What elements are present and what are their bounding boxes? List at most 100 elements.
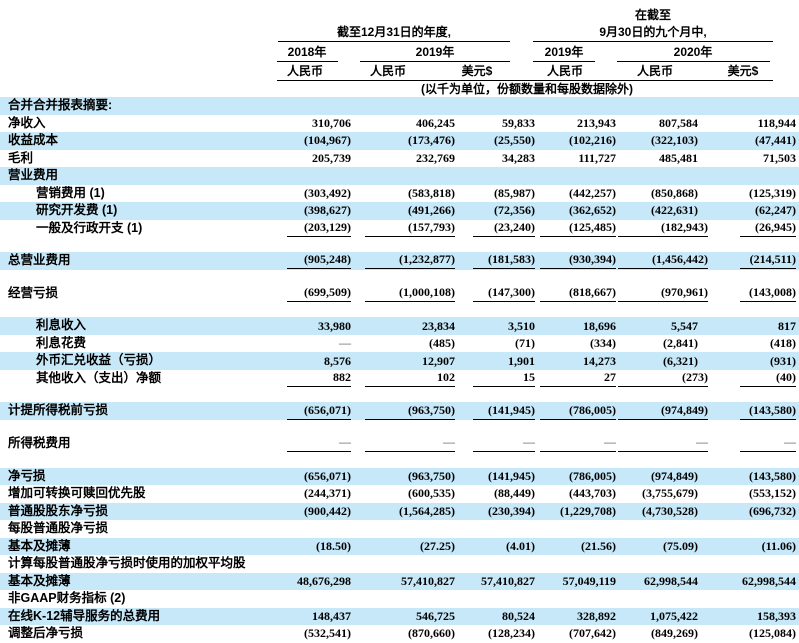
- row-label: 研究开发费 (1): [36, 203, 118, 217]
- nil-dash: —: [540, 435, 616, 453]
- cell-value: —: [618, 435, 708, 453]
- cell-value: 148,437: [278, 609, 354, 624]
- cell-value: (485): [354, 336, 458, 351]
- period1-rule: [278, 41, 510, 42]
- column-year-label: 2020年: [673, 45, 713, 59]
- nil-dash: —: [287, 435, 351, 453]
- row-label: 净收入: [8, 115, 46, 130]
- row-label: 非GAAP财务指标 (2): [8, 591, 126, 606]
- number-value: (334): [590, 336, 616, 351]
- number-value: 14,273: [583, 353, 616, 368]
- number-value: (970,961): [618, 285, 708, 302]
- cell-value: (27.25): [354, 539, 458, 554]
- cell-value: (974,849): [618, 469, 700, 484]
- cell-value: 57,049,119: [538, 574, 618, 589]
- cell-value: (334): [538, 336, 618, 351]
- number-value: (273): [618, 370, 708, 388]
- number-value: (905,248): [287, 252, 351, 270]
- cell-value: (600,535): [354, 486, 458, 501]
- number-value: (11.06): [761, 538, 796, 553]
- cell-value: (181,583): [458, 252, 538, 270]
- number-value: 33,980: [318, 318, 351, 333]
- number-value: 158,393: [757, 608, 796, 623]
- row-label: 每股普通股净亏损: [8, 521, 109, 536]
- cell-value: (71): [458, 336, 538, 351]
- cell-value: 485,481: [618, 151, 700, 166]
- table-row: 增加可转换可赎回优先股 (244,371) (600,535) (88,449) (44…: [0, 485, 799, 503]
- number-value: 57,410,827: [401, 573, 455, 588]
- cell-value: (72,356): [458, 203, 538, 218]
- table-row: 每股普通股净亏损: [0, 520, 799, 538]
- cell-value: (147,300): [458, 285, 538, 302]
- cell-value: (696,732): [700, 504, 799, 519]
- row-label: 营销费用 (1): [36, 185, 105, 200]
- number-value: (656,071): [304, 468, 351, 483]
- number-value: (214,511): [740, 252, 796, 270]
- number-value: (553,152): [749, 486, 796, 501]
- number-value: (147,300): [473, 285, 535, 302]
- table-row: 经营亏损 (699,509) (1,000,108) (147,300) (818,66…: [0, 285, 799, 303]
- cell-value: 158,393: [700, 609, 799, 624]
- cell-value: (2,841): [618, 336, 700, 351]
- row-label: 普通股股东净亏损: [8, 503, 109, 518]
- column-year-label: 2018年: [287, 45, 327, 59]
- cell-value: (6,321): [618, 354, 700, 369]
- row-label: 营业费用: [8, 168, 59, 182]
- number-value: (125,319): [749, 185, 796, 200]
- number-value: (322,103): [651, 133, 698, 148]
- table-row: 营业费用: [0, 167, 799, 185]
- number-value: (362,652): [569, 203, 616, 218]
- number-value: (930,394): [540, 252, 616, 270]
- row-label: 收益成本: [8, 133, 59, 147]
- cell-value: (850,868): [618, 186, 700, 201]
- number-value: (244,371): [304, 486, 351, 501]
- number-value: (699,509): [287, 285, 351, 302]
- number-value: (583,818): [408, 185, 455, 200]
- cell-value: (786,005): [538, 403, 618, 420]
- number-value: (931): [770, 353, 796, 368]
- cell-value: 8,576: [278, 354, 354, 369]
- column-currency-label: 美元$: [461, 64, 493, 78]
- number-value: (870,660): [408, 626, 455, 641]
- cell-value: (230,394): [458, 504, 538, 519]
- cell-value: (970,961): [618, 285, 708, 302]
- table-header: 在截至 截至12月31日的年度, 9月30日的九个月中, 2018年 2019年…: [0, 0, 799, 97]
- column-currency-label: 人民币: [636, 64, 673, 78]
- row-label: 毛利: [8, 150, 34, 165]
- row-label: 外币汇兑收益（亏损）: [36, 353, 162, 368]
- row-label: 利息收入: [36, 318, 87, 333]
- cell-value: (25,550): [458, 133, 538, 148]
- number-value: (27.25): [420, 538, 455, 553]
- row-label: 利息花费: [36, 335, 87, 350]
- cell-value: (11.06): [700, 539, 799, 554]
- table-row: 非GAAP财务指标 (2): [0, 590, 799, 608]
- row-label: 净亏损: [8, 468, 46, 483]
- number-value: (974,849): [618, 403, 708, 420]
- cell-value: (963,750): [354, 469, 458, 484]
- number-value: 71,503: [763, 150, 796, 165]
- number-value: (25,550): [494, 133, 535, 148]
- number-value: 485,481: [659, 150, 698, 165]
- column-currency-label: 人民币: [369, 64, 406, 78]
- number-value: (6,321): [663, 353, 698, 368]
- number-value: 80,524: [502, 608, 535, 623]
- number-value: (849,269): [651, 626, 698, 641]
- table-row: 收益成本 (104,967) (173,476) (25,550) (102,216) (…: [0, 132, 799, 150]
- number-value: (125,084): [749, 626, 796, 641]
- cell-value: 882: [278, 370, 354, 388]
- number-value: 232,769: [416, 150, 455, 165]
- number-value: 328,892: [577, 608, 616, 623]
- cell-value: (141,945): [458, 403, 538, 420]
- cell-value: 310,706: [278, 116, 354, 131]
- table-row: 计提所得税前亏损 (656,071) (963,750) (141,945) (786,…: [0, 402, 799, 420]
- cell-value: 48,676,298: [278, 574, 354, 589]
- year-rule: [360, 61, 510, 62]
- number-value: (4,730,528): [642, 503, 698, 518]
- cell-value: 80,524: [458, 609, 538, 624]
- number-value: 3,510: [508, 318, 535, 333]
- cell-value: (491,266): [354, 203, 458, 218]
- table-row: 基本及摊薄 (18.50) (27.25) (4.01) (21.56) (75.09) (…: [0, 537, 799, 556]
- number-value: (62,247): [755, 203, 796, 218]
- number-value: (303,492): [304, 185, 351, 200]
- table-row: 总营业费用 (905,248) (1,232,877) (181,583) (930,3…: [0, 252, 799, 270]
